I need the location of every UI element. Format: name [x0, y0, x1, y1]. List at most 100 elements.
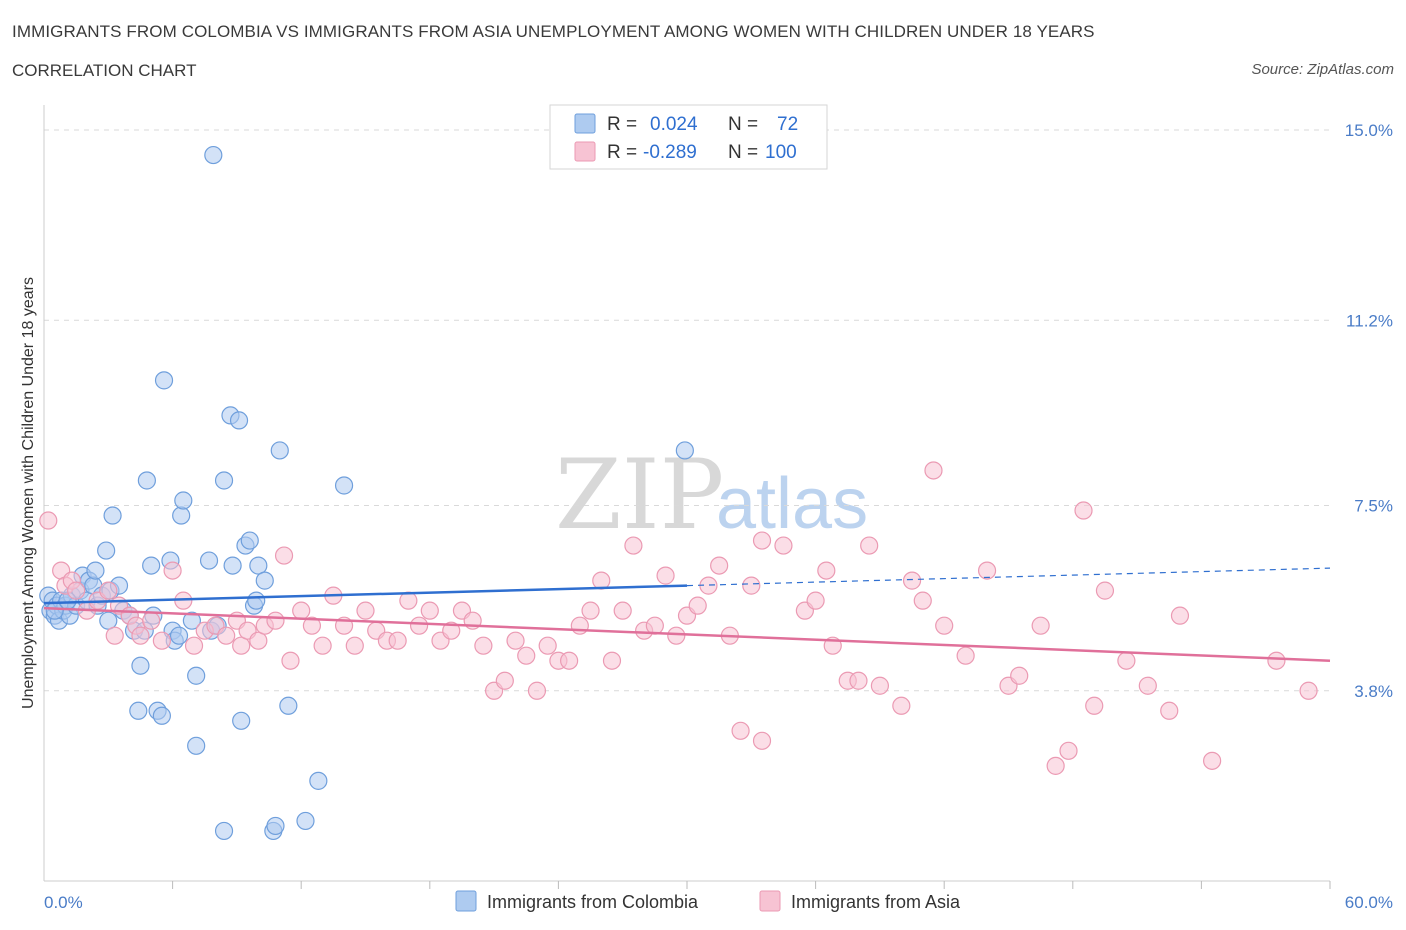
- colombia-point: [86, 561, 105, 580]
- chart-subtitle: CORRELATION CHART: [12, 61, 197, 80]
- asia-point: [292, 601, 311, 620]
- legend-r-value-asia: -0.289: [643, 142, 697, 163]
- colombia-point: [675, 441, 694, 460]
- colombia-point: [296, 811, 315, 831]
- asia-point: [142, 611, 161, 630]
- asia-point: [752, 731, 772, 750]
- asia-point: [913, 591, 932, 610]
- colombia-point: [187, 666, 206, 685]
- colombia-point: [187, 736, 206, 755]
- asia-point: [581, 601, 600, 620]
- asia-point: [152, 631, 171, 650]
- colombia-point: [334, 476, 354, 495]
- asia-point: [935, 616, 954, 635]
- colombia-trend-extension: [686, 567, 1331, 587]
- colombia-point: [142, 556, 161, 575]
- asia-point: [527, 681, 547, 700]
- asia-point: [1170, 606, 1190, 625]
- asia-point: [1160, 701, 1179, 720]
- bottom-legend-swatch-colombia: [455, 890, 477, 912]
- asia-point: [892, 696, 911, 715]
- asia-point: [345, 636, 364, 655]
- asia-point: [656, 566, 675, 585]
- asia-point: [956, 646, 975, 665]
- source-label: Source: ZipAtlas.com: [1251, 61, 1394, 78]
- colombia-point: [223, 556, 242, 575]
- asia-point: [538, 636, 557, 655]
- legend-r-label-asia: R =: [607, 142, 637, 163]
- colombia-point: [97, 541, 116, 560]
- legend-r-label-colombia: R =: [607, 114, 637, 135]
- colombia-trend-line: [43, 584, 688, 605]
- asia-point: [99, 581, 118, 600]
- asia-point: [752, 531, 772, 550]
- correlation-legend: R = 0.024 N = 72 R = -0.289 N = 100: [549, 104, 828, 170]
- watermark: ZIP atlas: [555, 439, 868, 551]
- asia-point: [902, 571, 922, 590]
- legend-n-value-colombia: 72: [777, 114, 798, 135]
- asia-point: [217, 626, 236, 645]
- asia-point: [249, 631, 268, 650]
- watermark-zip: ZIP: [555, 439, 724, 551]
- asia-point: [624, 536, 643, 555]
- colombia-point: [249, 556, 268, 575]
- colombia-point: [154, 371, 174, 390]
- asia-point: [399, 591, 418, 610]
- bottom-legend-swatch-asia: [759, 890, 781, 912]
- bottom-legend-label-colombia: Immigrants from Colombia: [487, 892, 699, 912]
- asia-point: [105, 626, 124, 645]
- legend-n-label-colombia: N =: [728, 114, 758, 135]
- watermark-atlas: atlas: [716, 464, 868, 544]
- asia-point: [774, 536, 793, 555]
- asia-point: [1031, 616, 1050, 635]
- asia-point: [163, 561, 182, 580]
- asia-point: [1117, 651, 1136, 670]
- colombia-point: [129, 701, 148, 720]
- asia-point: [232, 636, 251, 655]
- asia-point: [742, 576, 761, 595]
- y-axis-label: Unemployment Among Women with Children U…: [20, 277, 37, 709]
- asia-point: [1203, 751, 1222, 770]
- legend-n-label-asia: N =: [728, 142, 758, 163]
- colombia-point: [270, 441, 289, 460]
- asia-point: [602, 651, 622, 670]
- asia-point: [570, 616, 589, 635]
- asia-point: [924, 461, 943, 480]
- asia-point: [1138, 676, 1157, 695]
- trend-lines: [43, 567, 1331, 662]
- colombia-point: [169, 626, 189, 645]
- colombia-point: [99, 611, 118, 630]
- colombia-point: [255, 571, 274, 590]
- asia-point: [388, 631, 407, 650]
- asia-point: [131, 626, 150, 645]
- asia-point: [39, 511, 58, 530]
- asia-point: [356, 601, 375, 620]
- asia-point: [266, 611, 285, 630]
- asia-trend-line: [43, 606, 1331, 662]
- colombia-point: [247, 591, 266, 610]
- asia-point: [409, 616, 429, 635]
- colombia-point: [309, 771, 328, 790]
- asia-point: [560, 651, 579, 670]
- asia-point: [870, 676, 890, 695]
- legend-n-value-asia: 100: [765, 142, 797, 163]
- legend-swatch-asia: [574, 141, 596, 162]
- y-axis-tick-labels: 3.8% 7.5% 11.2% 15.0%: [1345, 121, 1393, 701]
- colombia-point: [131, 656, 150, 675]
- asia-point: [495, 671, 514, 690]
- asia-point: [302, 616, 322, 635]
- legend-swatch-colombia: [574, 113, 596, 134]
- colombia-point: [182, 611, 201, 630]
- asia-point: [710, 556, 729, 575]
- asia-point: [613, 601, 632, 620]
- colombia-point: [240, 531, 259, 550]
- asia-point: [67, 581, 86, 600]
- y-tick-label: 7.5%: [1354, 497, 1393, 516]
- colombia-point: [279, 696, 298, 715]
- colombia-point: [103, 506, 122, 525]
- asia-point: [506, 631, 525, 650]
- asia-point: [817, 561, 836, 580]
- asia-point: [184, 636, 204, 655]
- bottom-legend-label-asia: Immigrants from Asia: [791, 892, 961, 912]
